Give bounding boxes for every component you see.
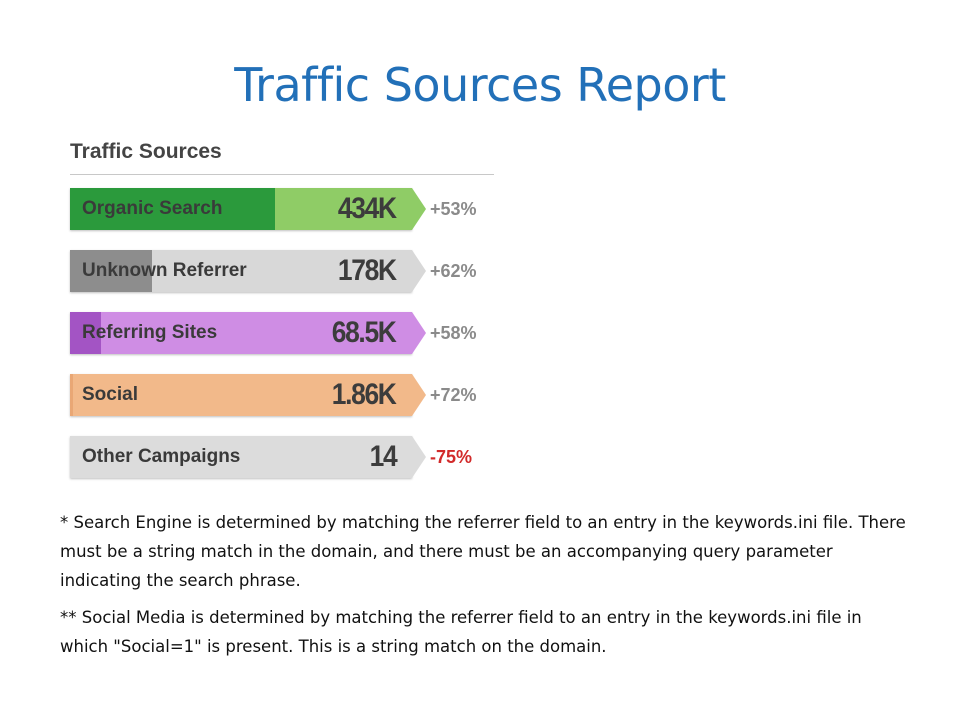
footnote-social-media: ** Social Media is determined by matchin… xyxy=(60,608,862,656)
row-value: 1.86K xyxy=(332,378,397,411)
panel-divider xyxy=(70,174,494,175)
row-change: +53% xyxy=(430,199,477,219)
row-bar: Social 1.86K xyxy=(70,374,412,416)
row-bar-fill xyxy=(70,250,153,292)
row-label: Unknown Referrer xyxy=(82,260,247,281)
row-bar: Organic Search 434K xyxy=(70,188,412,230)
row-arrow xyxy=(412,436,426,478)
row-value: 434K xyxy=(338,192,397,225)
row-bar-fill xyxy=(70,312,101,354)
row-label: Organic Search xyxy=(82,198,223,219)
row-value: 178K xyxy=(338,254,397,287)
traffic-row-other-campaigns[interactable]: Other Campaigns 14 -75% xyxy=(70,436,500,478)
row-label: Other Campaigns xyxy=(82,446,241,467)
row-change: +62% xyxy=(430,261,477,281)
row-arrow xyxy=(412,188,426,230)
traffic-row-social[interactable]: Social 1.86K +72% xyxy=(70,374,500,416)
row-label: Social xyxy=(82,384,138,405)
row-bar: Other Campaigns 14 xyxy=(70,436,412,478)
row-value: 68.5K xyxy=(332,316,397,349)
row-change: -75% xyxy=(430,447,473,467)
row-arrow xyxy=(412,374,426,416)
row-arrow xyxy=(412,250,426,292)
traffic-row-referring-sites[interactable]: Referring Sites 68.5K +58% xyxy=(70,312,500,354)
row-change: +72% xyxy=(430,385,477,405)
traffic-row-unknown-referrer[interactable]: Unknown Referrer 178K +62% xyxy=(70,250,500,292)
row-label: Referring Sites xyxy=(82,322,218,343)
row-change: +58% xyxy=(430,323,477,343)
row-arrow xyxy=(412,312,426,354)
row-bar-fill xyxy=(70,374,74,416)
row-bar: Referring Sites 68.5K xyxy=(70,312,412,354)
row-bar: Unknown Referrer 178K xyxy=(70,250,412,292)
row-bar-fill xyxy=(70,188,276,230)
footnotes: * Search Engine is determined by matchin… xyxy=(60,508,910,669)
panel-heading: Traffic Sources xyxy=(70,140,222,163)
slide-title: Traffic Sources Report xyxy=(234,58,726,112)
footnote-search-engine: * Search Engine is determined by matchin… xyxy=(60,513,906,590)
traffic-sources-panel: Traffic Sources Organic Search 434K +53%… xyxy=(70,136,500,481)
traffic-row-organic-search[interactable]: Organic Search 434K +53% xyxy=(70,188,500,230)
row-value: 14 xyxy=(369,440,397,473)
